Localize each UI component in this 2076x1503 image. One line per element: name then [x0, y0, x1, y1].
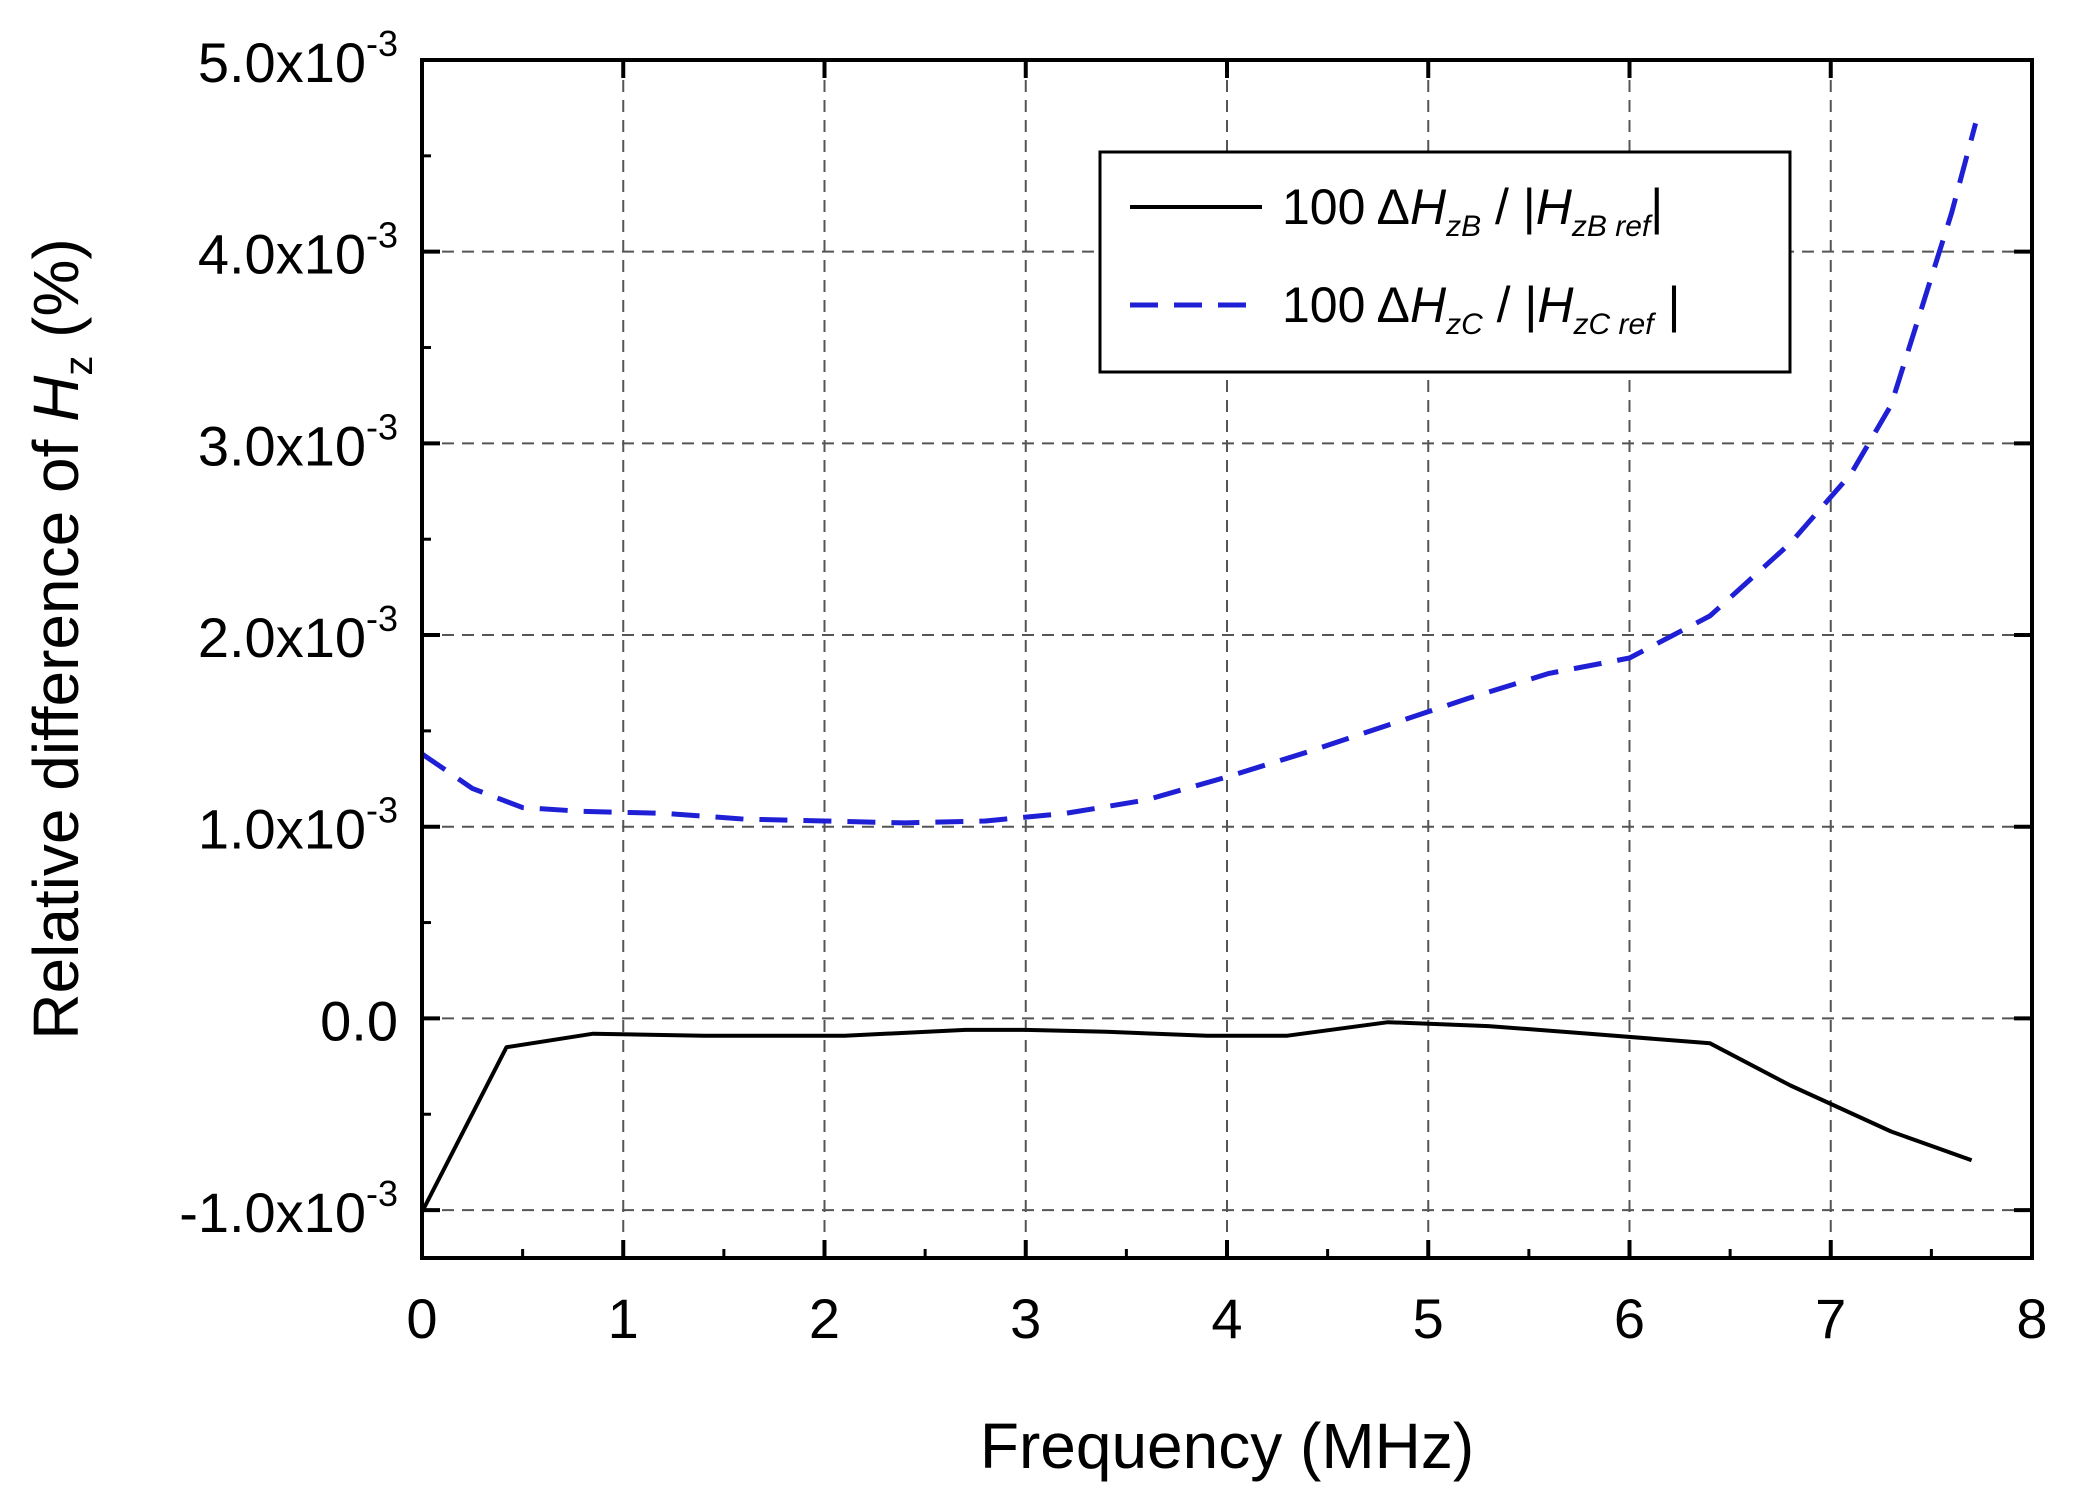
y-axis-title-suffix: (%) — [20, 238, 92, 355]
x-tick-label: 8 — [2016, 1287, 2047, 1350]
x-tick-label: 4 — [1211, 1287, 1242, 1350]
y-axis-title-prefix: Relative difference of — [20, 422, 92, 1040]
x-tick-label: 5 — [1413, 1287, 1444, 1350]
y-tick-label: 4.0x10-3 — [198, 215, 398, 286]
x-axis-title: Frequency (MHz) — [980, 1410, 1474, 1482]
x-tick-label: 7 — [1815, 1287, 1846, 1350]
x-tick-label: 1 — [608, 1287, 639, 1350]
legend-label-hzc: 100 ΔHzC / |HzC ref | — [1282, 277, 1680, 341]
legend-label-hzb: 100 ΔHzB / |HzB ref| — [1282, 179, 1663, 243]
x-tick-label: 3 — [1010, 1287, 1041, 1350]
series-line-0 — [420, 1020, 1973, 1213]
ticks — [420, 58, 2034, 1258]
x-tick-label: 6 — [1614, 1287, 1645, 1350]
y-tick-label: 0.0 — [320, 989, 398, 1052]
series — [420, 122, 1979, 1213]
x-tick-label: 2 — [809, 1287, 840, 1350]
y-tick-label: 1.0x10-3 — [198, 790, 398, 861]
y-axis-title-symbol: H — [20, 375, 92, 422]
y-tick-label: 5.0x10-3 — [198, 23, 398, 94]
y-axis-title-subscript: z — [57, 356, 101, 376]
y-tick-label: -1.0x10-3 — [179, 1173, 398, 1244]
legend-box — [1098, 150, 1792, 374]
legend: 100 ΔHzB / |HzB ref| 100 ΔHzC / |HzC ref… — [1098, 150, 1792, 374]
tick-labels: 0 1 2 3 4 5 6 7 8 -1.0x10-3 0.0 1.0x10-3 2.0x10-3 3.0… — [179, 23, 2047, 1350]
y-tick-label: 2.0x10-3 — [198, 598, 398, 669]
y-axis-title: Relative difference of Hz (%) — [20, 238, 101, 1039]
x-tick-label: 0 — [406, 1287, 437, 1350]
y-tick-label: 3.0x10-3 — [198, 406, 398, 477]
series-line-1 — [420, 122, 1979, 826]
